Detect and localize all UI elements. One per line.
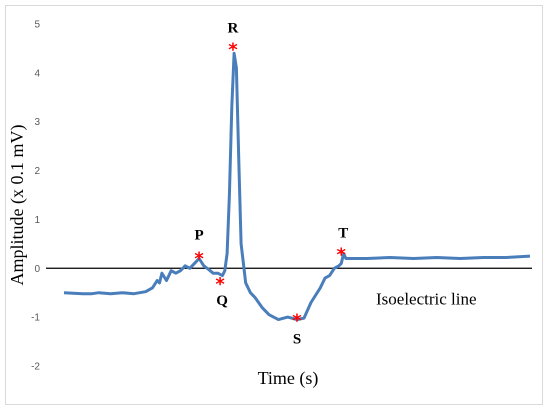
peak-marker-q: *: [215, 274, 225, 295]
peak-label-p: P: [195, 228, 204, 244]
peak-marker-p: *: [194, 249, 204, 270]
isoelectric-line-label: Isoelectric line: [376, 289, 477, 308]
y-tick-label: 3: [34, 117, 40, 128]
point-markers: *P*Q*R*S*T: [194, 20, 348, 347]
y-tick-label: 0: [34, 264, 40, 275]
peak-label-r: R: [228, 20, 239, 36]
y-tick-label: 2: [34, 166, 40, 177]
y-tick-label: 5: [34, 20, 40, 31]
peak-marker-r: *: [228, 39, 238, 60]
y-axis-ticks: 5 4 3 2 1 0 -1 -2: [31, 20, 40, 373]
y-tick-label: -1: [31, 313, 40, 324]
chart-frame: [5, 5, 543, 405]
x-axis-title: Time (s): [258, 368, 319, 389]
peak-marker-s: *: [292, 311, 302, 332]
series-line: [63, 51, 531, 322]
y-tick-label: 4: [34, 68, 40, 79]
y-tick-label: -2: [31, 362, 40, 373]
y-axis-title: Amplitude (x 0.1 mV): [7, 125, 28, 286]
peak-label-t: T: [338, 226, 348, 242]
peak-label-s: S: [293, 332, 301, 348]
peak-marker-t: *: [337, 245, 347, 266]
peak-label-q: Q: [216, 293, 228, 309]
y-tick-label: 1: [34, 215, 40, 226]
